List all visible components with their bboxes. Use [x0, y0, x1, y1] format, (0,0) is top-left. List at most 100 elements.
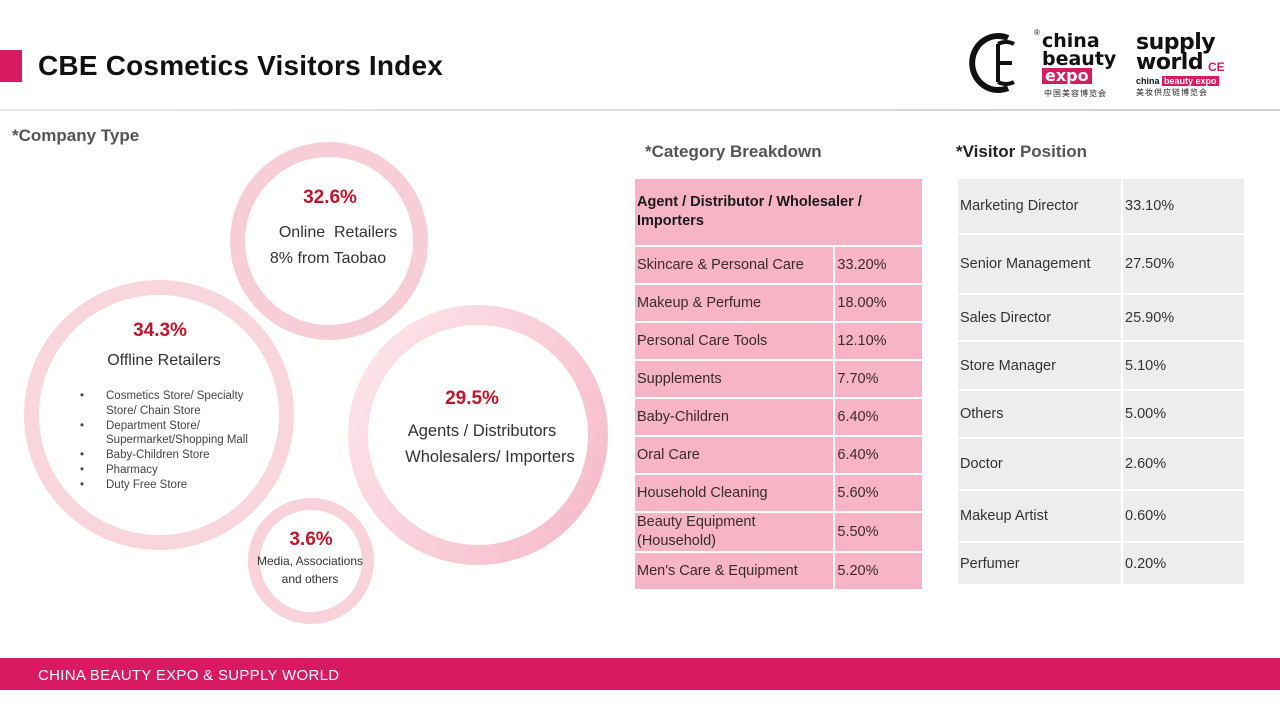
table-cell-value: 27.50%: [1121, 234, 1244, 295]
table-cell-value: 2.60%: [1121, 438, 1244, 491]
logo-sub-line: china beauty expo: [1136, 76, 1219, 86]
online-retailers-percent: 32.6%: [303, 187, 357, 208]
page-title: CBE Cosmetics Visitors Index: [38, 50, 443, 81]
table-cell-label: Household Cleaning: [635, 474, 835, 513]
table-cell-label: Men's Care & Equipment: [637, 563, 798, 579]
registered-mark: ®: [1034, 28, 1040, 37]
table-cell-value: 33.10%: [1121, 179, 1244, 235]
table-row: Skincare & Personal Care 33.20%: [635, 246, 922, 285]
list-item: Baby-Children Store: [80, 448, 276, 463]
table-cell-label: Personal Care Tools: [635, 322, 835, 361]
table-row: Perfumer 0.20%: [958, 542, 1244, 584]
logo-word-expo: expo: [1042, 68, 1092, 84]
list-item: Pharmacy: [80, 463, 276, 478]
list-item-text: Pharmacy: [106, 463, 158, 476]
logo-word-world: world: [1136, 50, 1204, 75]
table-cell-label: Sales Director: [958, 294, 1122, 342]
header-divider: [0, 109, 1280, 111]
supply-world-logo: supply world CE china beauty expo 美妆供应链博…: [1134, 30, 1230, 100]
list-item: Department Store/ Supermarket/Shopping M…: [80, 419, 276, 449]
ce-logo-mark: [969, 33, 1015, 93]
table-cell-value: 5.20%: [833, 552, 922, 589]
table-cell-label: Marketing Director: [958, 179, 1122, 235]
table-row: Supplements 7.70%: [635, 360, 922, 399]
company-type-heading: *Company Type: [12, 126, 140, 145]
category-breakdown-table: Agent / Distributor / Wholesaler / Impor…: [635, 179, 922, 589]
table-cell-label: Doctor: [958, 438, 1122, 491]
title-accent-bar: [0, 50, 22, 82]
table-cell-value: 0.60%: [1121, 490, 1244, 543]
china-beauty-expo-logo: ® china beauty expo 中国美容博览会: [968, 28, 1118, 100]
table-cell-value: 12.10%: [833, 322, 922, 361]
visitor-position-table: Marketing Director 33.10% Senior Manageme…: [958, 179, 1244, 584]
offline-retailers-percent: 34.3%: [133, 320, 187, 341]
table-row: Marketing Director 33.10%: [958, 179, 1244, 235]
agents-percent: 29.5%: [445, 388, 499, 409]
logo-sub-highlight: beauty expo: [1162, 76, 1219, 86]
logo-word-china: china: [1042, 30, 1100, 52]
table-cell-label: Store Manager: [958, 341, 1122, 391]
category-breakdown-heading: *Category Breakdown: [645, 142, 822, 161]
table-cell-value: 6.40%: [833, 436, 922, 475]
table-row: Senior Management 27.50%: [958, 234, 1244, 295]
visitor-heading-rest: Position: [1015, 142, 1087, 161]
table-cell-label: Makeup Artist: [958, 490, 1122, 543]
table-row: Household Cleaning 5.60%: [635, 474, 922, 513]
table-cell-label: Baby-Children: [635, 398, 835, 437]
online-retailers-circle: [230, 142, 428, 340]
table-cell-value: 33.20%: [833, 246, 922, 285]
list-item-text: Duty Free Store: [106, 478, 188, 491]
table-cell-value: 5.00%: [1121, 390, 1244, 439]
table-cell-value: 25.90%: [1121, 294, 1244, 342]
table-cell-value: 18.00%: [833, 284, 922, 323]
list-item-text: Department Store/ Supermarket/Shopping M…: [106, 419, 248, 447]
footer-text: CHINA BEAUTY EXPO & SUPPLY WORLD: [38, 667, 340, 684]
table-cell-value: 0.20%: [1121, 542, 1244, 584]
table-row: Doctor 2.60%: [958, 438, 1244, 491]
table-cell-value: 7.70%: [833, 360, 922, 399]
logo-word-beauty: beauty: [1042, 48, 1117, 70]
table-cell-label: Beauty Equipment (Household): [635, 512, 835, 553]
media-label-line2: and others: [281, 572, 339, 586]
logo-chinese-subtitle: 美妆供应链博览会: [1136, 88, 1208, 97]
agents-label-line2: Wholesalers/ Importers: [405, 448, 575, 466]
footer-bar: [0, 658, 1280, 690]
table-cell-label: Skincare & Personal Care: [635, 246, 835, 285]
visitor-heading-bold: *Visitor: [956, 142, 1016, 161]
media-label-line1: Media, Associations: [256, 554, 364, 568]
table-row: Makeup Artist 0.60%: [958, 490, 1244, 543]
table-cell-value: 5.10%: [1121, 341, 1244, 391]
table-cell-label: Perfumer: [960, 555, 1020, 572]
list-item-text: Baby-Children Store: [106, 449, 210, 462]
online-retailers-label: Online Retailers: [278, 224, 398, 241]
logo-word-supply: supply: [1136, 30, 1216, 55]
table-cell-label: Others: [958, 390, 1122, 439]
offline-store-list: Cosmetics Store/ Specialty Store/ Chain …: [80, 389, 276, 493]
table-row: Makeup & Perfume 18.00%: [635, 284, 922, 323]
table-cell-label: Makeup & Perfume: [635, 284, 835, 323]
logo-sub-prefix: china: [1136, 76, 1160, 86]
table-row: Others 5.00%: [958, 390, 1244, 439]
table-row: Sales Director 25.90%: [958, 294, 1244, 342]
media-percent: 3.6%: [289, 529, 333, 550]
table-cell-label: Supplements: [635, 360, 835, 399]
table-row: Store Manager 5.10%: [958, 341, 1244, 391]
table-cell-value: 6.40%: [833, 398, 922, 437]
list-item-text: Cosmetics Store/ Specialty Store/ Chain …: [106, 390, 244, 417]
list-item: Duty Free Store: [80, 478, 276, 493]
visitor-position-heading: *Visitor Position: [956, 142, 1087, 162]
logo-ce-mark: CE: [1208, 60, 1225, 74]
table-row: Personal Care Tools 12.10%: [635, 322, 922, 361]
table-header-cell: Agent / Distributor / Wholesaler / Impor…: [635, 179, 922, 247]
table-cell-value: 5.50%: [833, 512, 922, 553]
table-row: Oral Care 6.40%: [635, 436, 922, 475]
agents-label-line1: Agents / Distributors: [407, 422, 557, 440]
online-retailers-note: 8% from Taobao: [269, 250, 387, 267]
table-cell-label: Senior Management: [958, 234, 1122, 295]
table-cell-label: Oral Care: [635, 436, 835, 475]
list-item: Cosmetics Store/ Specialty Store/ Chain …: [80, 389, 276, 419]
logo-chinese-subtitle: 中国美容博览会: [1044, 89, 1107, 98]
offline-retailers-label: Offline Retailers: [107, 352, 221, 369]
table-header-row: Agent / Distributor / Wholesaler / Impor…: [635, 179, 922, 247]
agents-circle: [368, 325, 588, 545]
